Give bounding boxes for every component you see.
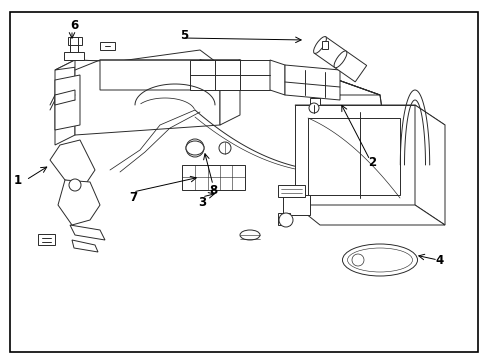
Text: 1: 1: [14, 174, 22, 186]
Circle shape: [351, 254, 363, 266]
Polygon shape: [100, 60, 280, 90]
Ellipse shape: [240, 230, 260, 240]
Polygon shape: [309, 98, 319, 105]
Polygon shape: [307, 118, 399, 195]
Polygon shape: [309, 70, 384, 130]
Ellipse shape: [333, 51, 346, 68]
Polygon shape: [190, 60, 269, 90]
Text: 5: 5: [180, 28, 188, 41]
Polygon shape: [294, 205, 444, 225]
Polygon shape: [55, 60, 75, 145]
Polygon shape: [414, 105, 444, 225]
Ellipse shape: [185, 141, 203, 155]
Polygon shape: [38, 234, 55, 245]
Polygon shape: [75, 60, 220, 135]
Text: 7: 7: [129, 190, 137, 203]
Polygon shape: [58, 180, 100, 225]
Polygon shape: [294, 105, 414, 205]
Circle shape: [219, 142, 230, 154]
Ellipse shape: [342, 244, 417, 276]
Polygon shape: [269, 60, 285, 95]
Circle shape: [279, 213, 292, 227]
Polygon shape: [278, 213, 289, 225]
Polygon shape: [72, 240, 98, 252]
Circle shape: [308, 103, 318, 113]
Polygon shape: [294, 105, 444, 125]
Polygon shape: [55, 90, 75, 105]
Circle shape: [185, 139, 203, 157]
Polygon shape: [55, 75, 80, 130]
Text: 4: 4: [435, 253, 443, 266]
Polygon shape: [314, 37, 366, 82]
Polygon shape: [278, 185, 305, 197]
Polygon shape: [182, 165, 244, 190]
Polygon shape: [220, 60, 240, 125]
Polygon shape: [100, 42, 115, 50]
Polygon shape: [70, 225, 105, 240]
Text: 3: 3: [198, 195, 205, 208]
Polygon shape: [68, 37, 82, 45]
Polygon shape: [64, 52, 84, 60]
Polygon shape: [285, 65, 339, 100]
Polygon shape: [55, 50, 220, 70]
Polygon shape: [283, 195, 309, 215]
Circle shape: [69, 179, 81, 191]
Polygon shape: [321, 41, 327, 49]
Text: 8: 8: [208, 184, 217, 197]
Text: 6: 6: [70, 18, 78, 32]
Ellipse shape: [347, 248, 412, 272]
Polygon shape: [50, 140, 95, 185]
Polygon shape: [70, 45, 78, 52]
Polygon shape: [200, 60, 379, 95]
Ellipse shape: [313, 37, 326, 53]
Text: 2: 2: [367, 156, 375, 168]
